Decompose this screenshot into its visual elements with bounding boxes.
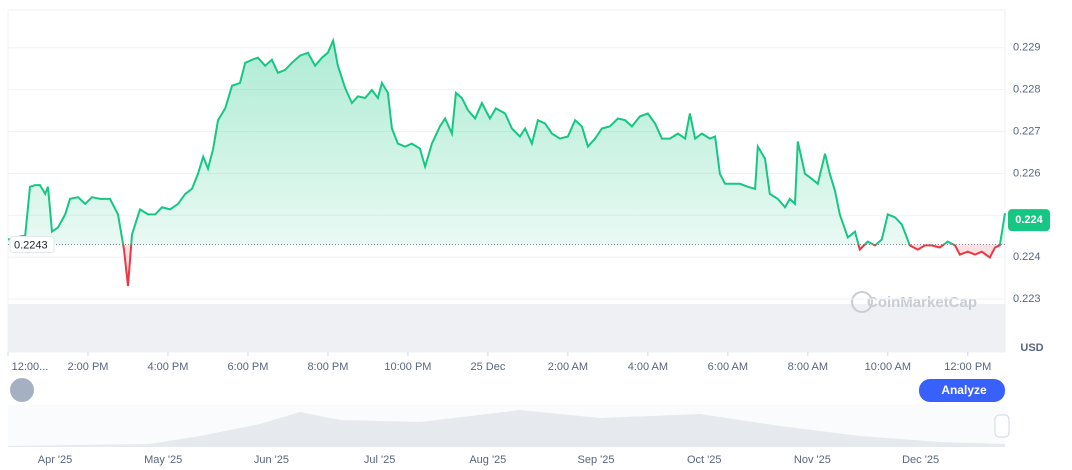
navigator-label: Apr '25 [38,454,73,466]
x-tick-label: 8:00 PM [307,361,348,373]
navigator-labels: Apr '25 May '25 Jun '25 Jul '25 Aug '25 Sep '… [38,454,939,466]
navigator-handle[interactable] [994,414,1010,438]
x-tick-label: 2:00 PM [67,361,108,373]
baseline-label: 0.2243 [14,239,48,251]
y-tick-label: 0.223 [1013,293,1041,305]
x-tick-label: 10:00 AM [865,361,911,373]
analyze-label[interactable]: Analyze [941,383,987,397]
x-tick-label: 4:00 AM [628,361,668,373]
watermark-logo [851,291,873,313]
x-tick-label: 2:00 AM [548,361,588,373]
y-tick-label: 0.229 [1013,42,1041,54]
navigator-label: Oct '25 [687,454,722,466]
navigator-label: Sep '25 [578,454,615,466]
y-tick-label: 0.228 [1013,83,1041,95]
volume-band [8,304,1005,352]
watermark: CoinMarketCap [867,294,977,311]
price-box [1008,209,1050,232]
x-tick-label: 10:00 PM [384,361,431,373]
x-tick-label: 4:00 PM [147,361,188,373]
navigator-label: Dec '25 [902,454,939,466]
baseline-box [9,236,55,254]
y-tick-label: 0.226 [1013,167,1041,179]
y-unit: USD [1020,342,1043,354]
navigator-label: Aug '25 [469,454,506,466]
x-tick-label: 25 Dec [470,361,505,373]
price-label: 0.224 [1015,214,1043,226]
area-up [8,40,1005,245]
x-tick-label: 8:00 AM [788,361,828,373]
navigator-area [8,410,1005,447]
x-tick-label: 6:00 PM [227,361,268,373]
x-tick-label: 12:00 PM [944,361,991,373]
y-tick-label: 0.227 [1013,125,1041,137]
navigator-label: Nov '25 [794,454,831,466]
history-button[interactable] [10,378,34,402]
x-tick-label: 12:00... [12,361,49,373]
price-line-up [7,37,1006,245]
x-tick-label: 6:00 AM [708,361,748,373]
plot: 0.2230.2240.2250.2260.2270.2280.22912:00… [7,37,1050,373]
analyze-button[interactable] [919,379,1005,402]
navigator-label: Jul '25 [364,454,395,466]
navigator-label: Jun '25 [254,454,289,466]
navigator-label: May '25 [144,454,182,466]
y-tick-label: 0.224 [1013,251,1041,263]
